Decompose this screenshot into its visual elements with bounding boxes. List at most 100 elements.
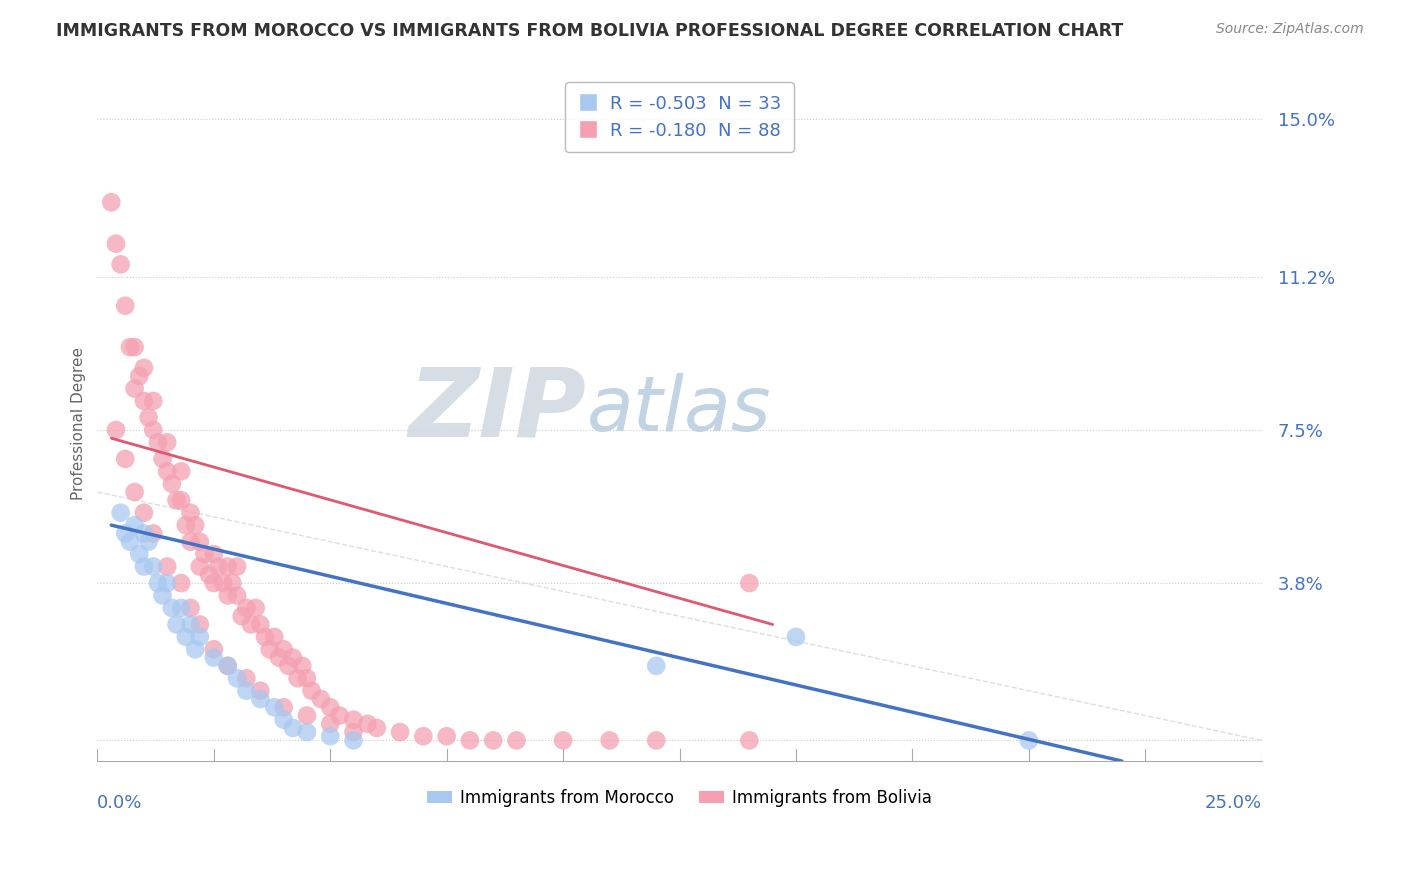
Point bbox=[146, 435, 169, 450]
Point bbox=[179, 534, 201, 549]
Point bbox=[221, 576, 243, 591]
Point bbox=[138, 534, 160, 549]
Point bbox=[436, 729, 458, 743]
Point bbox=[104, 236, 127, 251]
Point bbox=[128, 547, 150, 561]
Point bbox=[124, 382, 146, 396]
Point bbox=[645, 658, 668, 673]
Point bbox=[505, 733, 527, 747]
Text: ZIP: ZIP bbox=[409, 364, 586, 457]
Point bbox=[217, 658, 239, 673]
Point bbox=[259, 642, 281, 657]
Point bbox=[152, 589, 174, 603]
Point bbox=[132, 393, 155, 408]
Point bbox=[249, 683, 271, 698]
Point bbox=[273, 642, 295, 657]
Point bbox=[160, 476, 183, 491]
Point bbox=[301, 683, 323, 698]
Text: atlas: atlas bbox=[586, 373, 770, 447]
Point bbox=[412, 729, 434, 743]
Point bbox=[110, 506, 132, 520]
Point bbox=[319, 716, 342, 731]
Point bbox=[245, 601, 267, 615]
Point bbox=[295, 725, 318, 739]
Point bbox=[366, 721, 388, 735]
Point bbox=[188, 617, 211, 632]
Point bbox=[356, 716, 378, 731]
Point bbox=[249, 617, 271, 632]
Point bbox=[114, 451, 136, 466]
Point bbox=[188, 534, 211, 549]
Point bbox=[291, 658, 314, 673]
Point bbox=[179, 617, 201, 632]
Point bbox=[198, 567, 221, 582]
Point bbox=[104, 423, 127, 437]
Point bbox=[114, 299, 136, 313]
Point bbox=[267, 650, 290, 665]
Point bbox=[152, 451, 174, 466]
Point bbox=[142, 423, 165, 437]
Point bbox=[179, 601, 201, 615]
Point bbox=[482, 733, 505, 747]
Point bbox=[253, 630, 276, 644]
Legend: Immigrants from Morocco, Immigrants from Bolivia: Immigrants from Morocco, Immigrants from… bbox=[420, 782, 939, 814]
Point bbox=[166, 617, 188, 632]
Point bbox=[240, 617, 263, 632]
Point bbox=[231, 609, 253, 624]
Point bbox=[156, 576, 179, 591]
Point bbox=[342, 713, 364, 727]
Point bbox=[202, 547, 225, 561]
Point bbox=[202, 642, 225, 657]
Point bbox=[124, 518, 146, 533]
Point bbox=[207, 559, 229, 574]
Point bbox=[295, 671, 318, 685]
Text: IMMIGRANTS FROM MOROCCO VS IMMIGRANTS FROM BOLIVIA PROFESSIONAL DEGREE CORRELATI: IMMIGRANTS FROM MOROCCO VS IMMIGRANTS FR… bbox=[56, 22, 1123, 40]
Point bbox=[645, 733, 668, 747]
Point bbox=[132, 506, 155, 520]
Point bbox=[184, 518, 207, 533]
Point bbox=[235, 683, 257, 698]
Point bbox=[114, 526, 136, 541]
Point bbox=[235, 671, 257, 685]
Point bbox=[785, 630, 807, 644]
Point bbox=[319, 729, 342, 743]
Point bbox=[128, 369, 150, 384]
Point bbox=[118, 534, 141, 549]
Point bbox=[273, 713, 295, 727]
Point bbox=[146, 576, 169, 591]
Point bbox=[342, 733, 364, 747]
Point bbox=[170, 493, 193, 508]
Point bbox=[132, 360, 155, 375]
Point bbox=[160, 601, 183, 615]
Point bbox=[132, 559, 155, 574]
Point bbox=[295, 708, 318, 723]
Point bbox=[184, 642, 207, 657]
Point bbox=[170, 601, 193, 615]
Point bbox=[273, 700, 295, 714]
Text: 25.0%: 25.0% bbox=[1205, 794, 1261, 813]
Point bbox=[188, 630, 211, 644]
Point bbox=[389, 725, 412, 739]
Text: 0.0%: 0.0% bbox=[97, 794, 143, 813]
Point bbox=[287, 671, 309, 685]
Point bbox=[217, 589, 239, 603]
Point bbox=[142, 559, 165, 574]
Point bbox=[342, 725, 364, 739]
Point bbox=[193, 547, 215, 561]
Point bbox=[319, 700, 342, 714]
Point bbox=[174, 518, 197, 533]
Point bbox=[263, 700, 285, 714]
Point bbox=[599, 733, 621, 747]
Point bbox=[202, 576, 225, 591]
Point bbox=[249, 692, 271, 706]
Point bbox=[309, 692, 332, 706]
Point bbox=[1018, 733, 1040, 747]
Point bbox=[458, 733, 481, 747]
Point bbox=[551, 733, 574, 747]
Point bbox=[156, 559, 179, 574]
Point bbox=[110, 257, 132, 271]
Point bbox=[142, 393, 165, 408]
Point bbox=[281, 650, 304, 665]
Point bbox=[179, 506, 201, 520]
Point bbox=[281, 721, 304, 735]
